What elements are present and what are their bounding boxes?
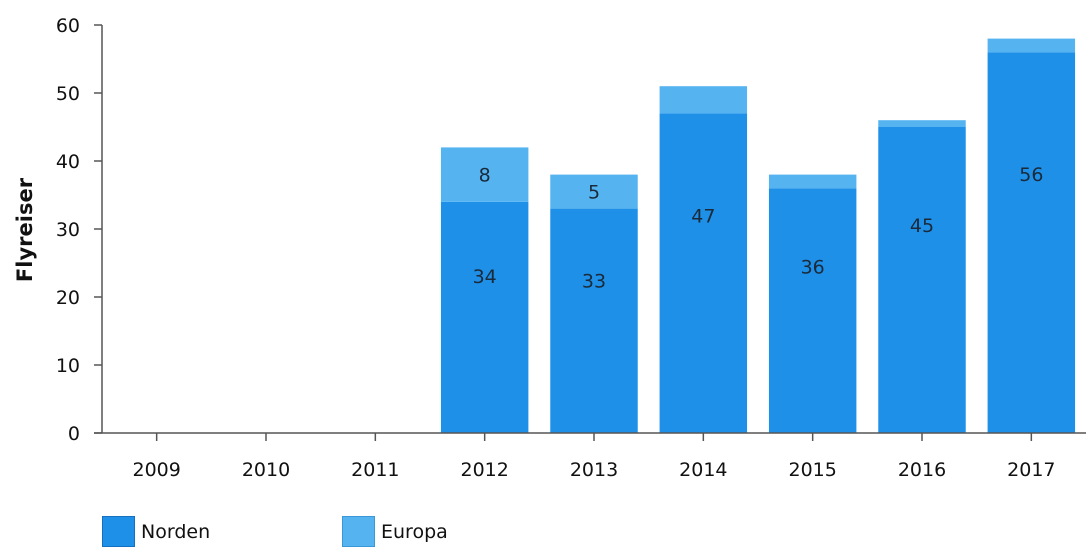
- data-label-norden-2016: 45: [910, 215, 934, 237]
- y-tick-label: 50: [56, 83, 80, 105]
- legend-item-europa: Europa: [342, 516, 448, 547]
- bar-norden-2015: [768, 188, 857, 433]
- bar-europa-2013: [550, 174, 638, 209]
- legend-label-europa: Europa: [381, 520, 448, 543]
- legend-label-norden: Norden: [141, 520, 211, 543]
- bars: 34 8 33 5 47 36 45 56: [440, 38, 1076, 434]
- x-tick-label: 2012: [460, 459, 508, 481]
- y-tick-label: 60: [56, 15, 80, 37]
- bar-europa-2014: [659, 86, 748, 114]
- x-tick-label: 2015: [788, 459, 836, 481]
- bar-europa-2017: [987, 38, 1076, 53]
- bar-norden-2017: [987, 52, 1076, 433]
- x-tick-label: 2014: [679, 459, 727, 481]
- y-tick-label: 30: [56, 219, 80, 241]
- bar-europa-2012: [440, 147, 529, 202]
- legend-swatch-norden: [102, 516, 135, 547]
- bar-norden-2012: [440, 201, 529, 433]
- x-tick-label: 2017: [1007, 459, 1055, 481]
- x-tick-label: 2011: [351, 459, 399, 481]
- data-label-europa-2013: 5: [588, 182, 600, 204]
- x-tick-label: 2016: [898, 459, 946, 481]
- data-label-norden-2015: 36: [801, 257, 825, 279]
- data-label-norden-2017: 56: [1019, 164, 1043, 186]
- bar-europa-2016: [878, 120, 966, 127]
- x-tick-label: 2009: [132, 459, 180, 481]
- y-tick-label: 0: [68, 423, 80, 445]
- data-label-norden-2013: 33: [582, 270, 606, 292]
- bar-norden-2016: [878, 127, 966, 433]
- bar-norden-2013: [550, 208, 638, 433]
- data-label-norden-2012: 34: [473, 266, 497, 288]
- legend-swatch-europa: [342, 516, 375, 547]
- y-tick-label: 20: [56, 287, 80, 309]
- bar-norden-2014: [659, 113, 748, 434]
- data-label-norden-2014: 47: [691, 206, 715, 228]
- y-tick-label: 10: [56, 355, 80, 377]
- x-axis-ticks: 2009 2010 2011 2012 2013 2014 2015 2016 2017: [132, 433, 1056, 481]
- y-tick-label: 40: [56, 151, 80, 173]
- data-label-europa-2012: 8: [479, 165, 491, 187]
- bar-europa-2015: [768, 174, 857, 189]
- y-axis-ticks: 0 10 20 30 40 50 60: [56, 15, 102, 445]
- legend-item-norden: Norden: [102, 516, 210, 547]
- x-tick-label: 2013: [570, 459, 618, 481]
- x-tick-label: 2010: [242, 459, 290, 481]
- y-axis-label: Flyreiser: [13, 177, 37, 282]
